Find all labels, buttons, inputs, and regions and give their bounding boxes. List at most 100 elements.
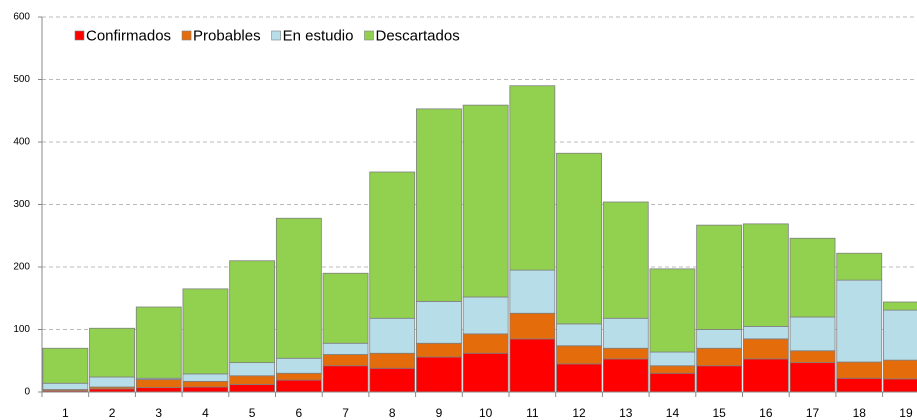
x-tick-label: 1 xyxy=(62,406,69,420)
bar-segment xyxy=(789,350,836,364)
bar-segment xyxy=(742,358,789,393)
bar-segment xyxy=(556,363,602,393)
bar-segment xyxy=(883,301,917,311)
bar-segment xyxy=(602,358,649,393)
legend-label: Probables xyxy=(193,27,261,44)
legend-label: Descartados xyxy=(375,27,459,44)
bar-segment xyxy=(649,268,696,353)
bar-segment xyxy=(602,201,649,319)
bar-segment xyxy=(369,317,416,354)
bar-segment xyxy=(602,347,649,360)
bar-segment xyxy=(696,365,743,393)
bar-segment xyxy=(789,362,836,393)
x-tick-label: 12 xyxy=(572,406,586,420)
x-tick-label: 16 xyxy=(759,406,773,420)
bar-segment xyxy=(182,288,229,375)
bar-segment xyxy=(416,342,462,358)
bar-segment xyxy=(836,361,883,379)
bar-segment xyxy=(416,108,462,302)
bar-segment xyxy=(509,269,556,314)
bar-segment xyxy=(229,362,276,377)
y-tick-label: 100 xyxy=(13,324,30,335)
y-tick-label: 500 xyxy=(13,74,30,85)
bar-segment xyxy=(883,359,917,380)
x-tick-label: 18 xyxy=(853,406,867,420)
bar-segment xyxy=(275,217,322,359)
bar-segment xyxy=(42,382,89,390)
bar-segment xyxy=(836,279,883,363)
y-tick-label: 400 xyxy=(13,137,30,148)
bar-segment xyxy=(416,356,462,393)
x-tick-label: 14 xyxy=(666,406,680,420)
bar-segment xyxy=(883,378,917,393)
bar-segment xyxy=(275,357,322,374)
bar-segment xyxy=(462,104,509,298)
bar-segment xyxy=(369,171,416,319)
legend-swatch xyxy=(74,30,85,41)
x-tick-label: 7 xyxy=(342,406,349,420)
bar-segment xyxy=(322,272,369,344)
bar-segment xyxy=(883,309,917,361)
bar-segment xyxy=(696,347,743,367)
bar-segment xyxy=(696,329,743,349)
bar-segment xyxy=(556,152,602,325)
bar-segment xyxy=(556,323,602,347)
bar-segment xyxy=(509,338,556,393)
bar-segment xyxy=(369,352,416,369)
bar-segment xyxy=(602,317,649,349)
legend-swatch xyxy=(271,30,281,41)
x-tick-label: 9 xyxy=(436,406,443,420)
bar-segment xyxy=(836,377,883,393)
legend-label: En estudio xyxy=(283,27,354,44)
x-tick-label: 6 xyxy=(296,406,303,420)
bar-segment xyxy=(182,386,229,393)
x-tick-label: 13 xyxy=(619,406,633,420)
x-tick-label: 17 xyxy=(806,406,820,420)
bar-segment xyxy=(649,351,696,367)
bar-segment xyxy=(742,338,789,360)
y-tick-label: 200 xyxy=(13,262,30,273)
bar-segment xyxy=(89,327,135,378)
y-tick-label: 300 xyxy=(13,199,30,210)
x-tick-label: 10 xyxy=(479,406,493,420)
x-tick-label: 19 xyxy=(899,406,913,420)
legend-swatch xyxy=(364,30,374,41)
bar-segment xyxy=(462,352,509,393)
x-tick-label: 3 xyxy=(155,406,162,420)
bar-segment xyxy=(182,373,229,382)
bar-segment xyxy=(509,312,556,340)
bar-segment xyxy=(229,375,276,385)
legend-swatch xyxy=(181,30,192,41)
bar-segment xyxy=(42,347,89,384)
bar-segment xyxy=(182,380,229,388)
bar-segment xyxy=(789,316,836,352)
bar-segment xyxy=(556,345,602,365)
x-tick-label: 5 xyxy=(249,406,256,420)
x-tick-label: 15 xyxy=(712,406,726,420)
bar-segment xyxy=(89,376,135,388)
bar-segment xyxy=(275,372,322,381)
bar-segment xyxy=(322,354,369,367)
bar-segment xyxy=(696,224,743,330)
bar-segment xyxy=(322,342,369,355)
bar-segment xyxy=(322,365,369,393)
bar-segment xyxy=(649,372,696,393)
bar-segment xyxy=(742,325,789,340)
x-tick-label: 8 xyxy=(389,406,396,420)
bar-segment xyxy=(416,300,462,344)
bar-segment xyxy=(742,223,789,327)
bar-segment xyxy=(462,333,509,354)
bar-segment xyxy=(649,365,696,374)
y-tick-label: 0 xyxy=(24,387,30,398)
bar-segment xyxy=(275,379,322,393)
legend-label: Confirmados xyxy=(86,27,171,44)
bar-segment xyxy=(229,260,276,364)
bar-segment xyxy=(789,237,836,318)
bar-segment xyxy=(836,252,883,281)
bar-segment xyxy=(135,379,182,389)
bar-segment xyxy=(369,367,416,393)
bar-segment xyxy=(462,296,509,335)
x-tick-label: 4 xyxy=(202,406,209,420)
